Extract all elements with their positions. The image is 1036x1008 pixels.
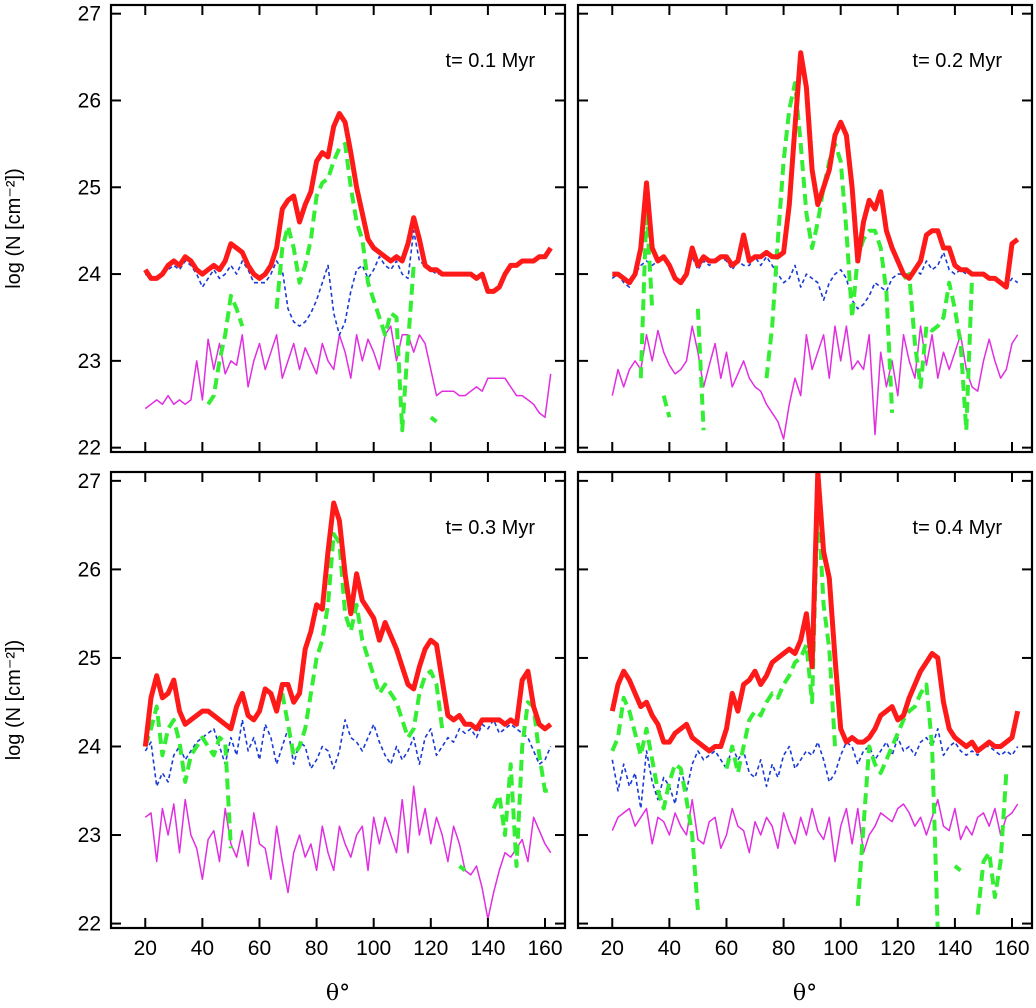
time-label: t= 0.3 Myr xyxy=(446,517,536,539)
y-axis-label: log (N [cm⁻²]) xyxy=(3,168,25,289)
x-tick-label: 80 xyxy=(305,937,328,960)
series-line-total xyxy=(143,111,553,294)
plot-frame xyxy=(109,470,567,930)
series-group xyxy=(142,500,553,920)
plot-frame xyxy=(576,3,1034,454)
series-line-total xyxy=(609,472,1021,754)
y-tick-label: 25 xyxy=(78,647,101,670)
series-group xyxy=(143,111,553,433)
plot-frame xyxy=(109,3,567,454)
series-line-component-2 xyxy=(143,532,551,872)
series-line-component-2 xyxy=(206,141,438,433)
x-tick-label: 20 xyxy=(134,937,157,960)
x-tick-label: 120 xyxy=(413,937,448,960)
x-tick-label: 120 xyxy=(880,937,915,960)
series-line-component-2 xyxy=(638,81,974,433)
y-tick-label: 26 xyxy=(78,558,101,581)
series-line-component-4 xyxy=(144,325,552,419)
panel-t-0.1-myr: 22 23 24 25 26 27 t= 0.1 Myr log (N [cm⁻²]) xyxy=(3,3,567,460)
y-tick-label: 22 xyxy=(78,913,101,936)
y-tick-label: 24 xyxy=(78,263,102,286)
series-line-component-3 xyxy=(611,251,1019,310)
series-line-total xyxy=(612,50,1020,290)
panel-t-0.3-myr: 22 23 24 25 26 27 20 40 60 80 100 120 140 160 t= 0.3 M… xyxy=(3,470,567,1006)
y-axis-label: log (N [cm⁻²]) xyxy=(3,640,25,761)
series-line-component-4 xyxy=(144,785,552,920)
x-tick-label: 160 xyxy=(527,937,562,960)
time-label: t= 0.1 Myr xyxy=(446,50,536,72)
x-tick-label: 100 xyxy=(823,937,858,960)
time-label: t= 0.4 Myr xyxy=(913,517,1003,539)
x-tick-label: 80 xyxy=(772,937,795,960)
y-tick-label: 27 xyxy=(78,470,101,493)
panel-t-0.4-myr: 20 40 60 80 100 120 140 160 t= 0.4 Myr θ° xyxy=(576,470,1034,1006)
y-tick-label: 27 xyxy=(78,3,101,26)
x-tick-label: 20 xyxy=(601,937,624,960)
series-group xyxy=(609,472,1021,928)
x-tick-label: 160 xyxy=(994,937,1029,960)
x-tick-label: 140 xyxy=(470,937,505,960)
time-label: t= 0.2 Myr xyxy=(913,50,1003,72)
series-group xyxy=(611,50,1020,440)
y-tick-label: 23 xyxy=(78,824,101,847)
series-line-total xyxy=(142,500,553,747)
series-line-component-3 xyxy=(144,229,552,336)
plot-frame xyxy=(576,470,1034,930)
x-tick-label: 100 xyxy=(356,937,391,960)
y-tick-label: 24 xyxy=(78,735,102,758)
series-line-component-3 xyxy=(144,719,552,788)
x-tick-label: 140 xyxy=(937,937,972,960)
x-tick-label: 60 xyxy=(715,937,738,960)
y-tick-label: 26 xyxy=(78,89,101,112)
y-tick-label: 22 xyxy=(78,437,101,460)
series-line-component-2 xyxy=(610,496,1009,928)
y-tick-label: 23 xyxy=(78,350,101,373)
x-axis-label: θ° xyxy=(793,981,817,1006)
x-axis-label: θ° xyxy=(326,981,350,1006)
x-tick-label: 40 xyxy=(658,937,681,960)
series-line-component-4 xyxy=(611,798,1019,863)
x-tick-label: 40 xyxy=(191,937,214,960)
y-tick-label: 25 xyxy=(78,176,101,199)
series-line-component-4 xyxy=(611,325,1019,440)
x-tick-label: 60 xyxy=(248,937,271,960)
panel-t-0.2-myr: t= 0.2 Myr xyxy=(576,3,1034,454)
